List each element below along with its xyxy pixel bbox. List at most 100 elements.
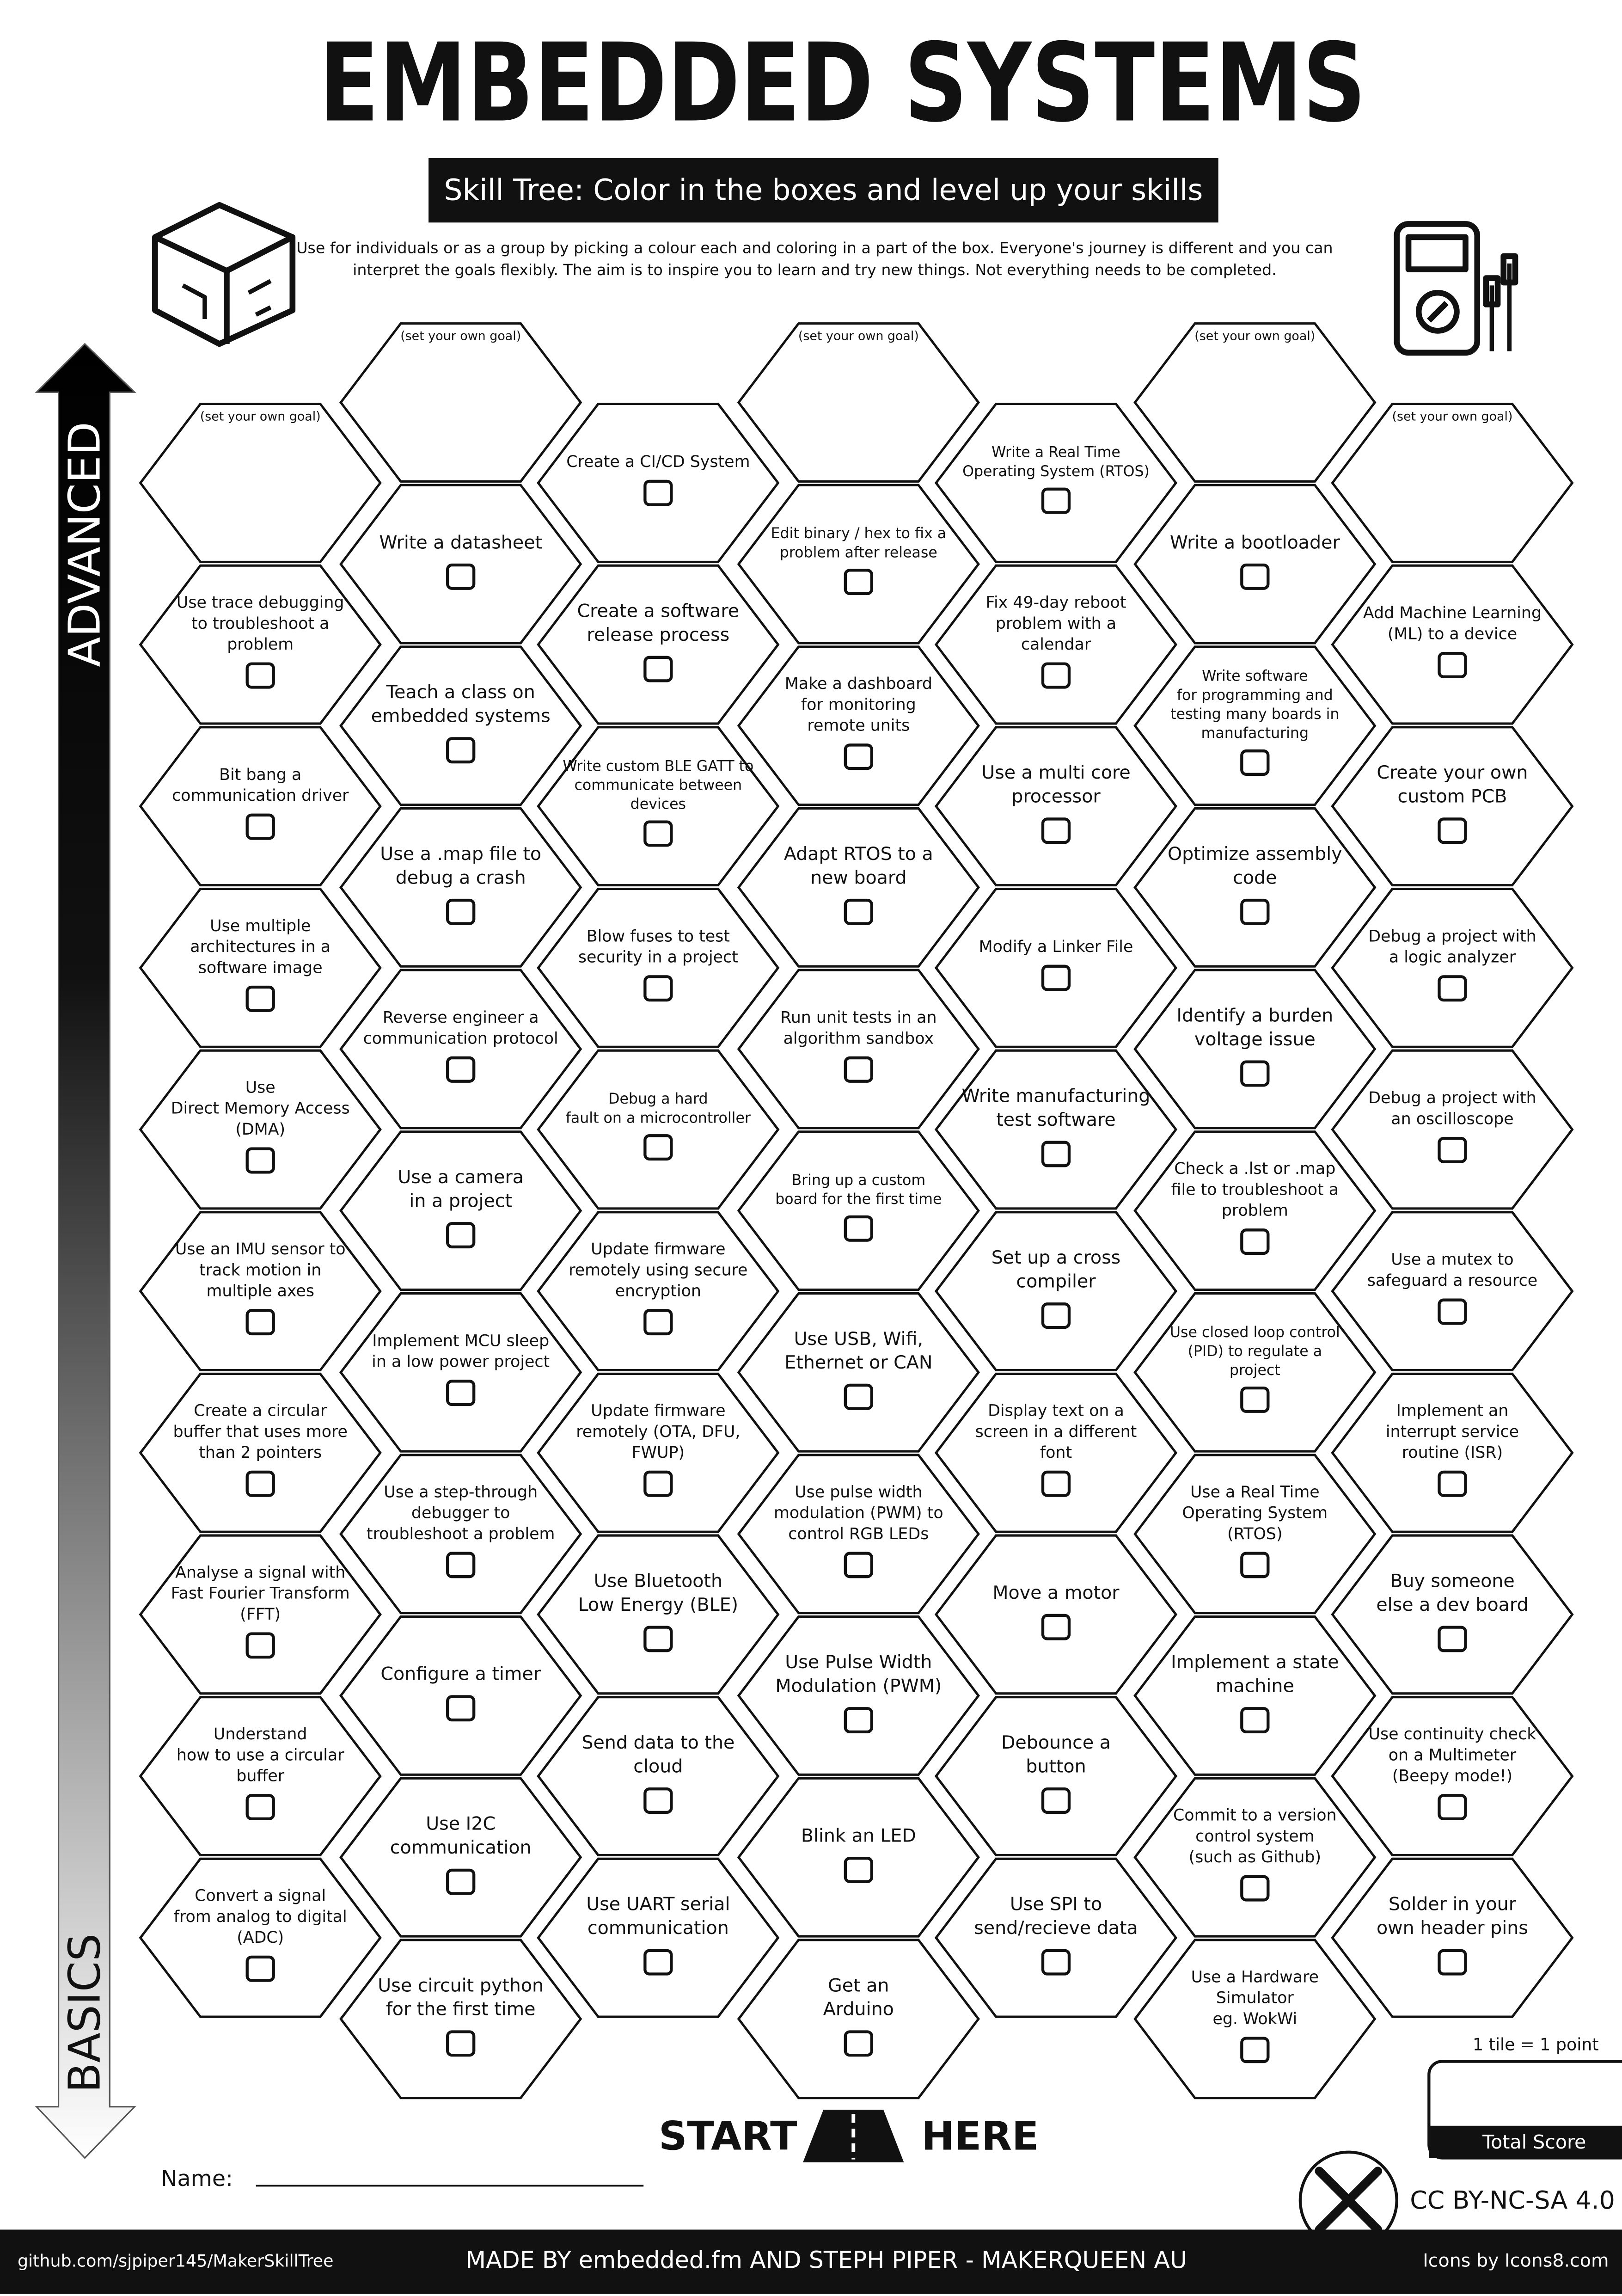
tile-text: (DMA) [235, 1120, 285, 1139]
tile-text: embedded systems [371, 706, 551, 727]
tile-text: troubleshoot a problem [367, 1525, 555, 1543]
tile-icon [446, 2030, 476, 2057]
skill-tile: Use Bluetooth Low Energy (BLE) [537, 1534, 780, 1695]
tile-hexagon [139, 1696, 382, 1856]
tile-goal-text: (set your own goal) [1392, 410, 1512, 424]
tile-text: (FFT) [240, 1605, 281, 1624]
tile-text: communication [390, 1837, 532, 1858]
tile-text: Implement an [1396, 1402, 1509, 1420]
tile-icon [643, 975, 673, 1002]
tile-icon [844, 898, 873, 925]
tile-text: compiler [1016, 1271, 1096, 1292]
tile-text: Send data to the [581, 1732, 734, 1753]
tile-text: how to use a circular [177, 1746, 344, 1764]
tile-text: in a low power project [372, 1353, 550, 1371]
tile-text: routine (ISR) [1402, 1443, 1503, 1462]
tile-text: remote units [807, 717, 910, 735]
tile-text: Use circuit python [378, 1975, 544, 1996]
basics-label: BASICS [60, 1934, 110, 2093]
tile-text: Debug a project with [1368, 927, 1536, 945]
tile-goal-text: (set your own goal) [798, 329, 919, 344]
tile-text: Analyse a signal with [175, 1563, 345, 1582]
tile-text: Use a mutex to [1391, 1251, 1513, 1269]
tile-hexagon [339, 1777, 582, 1938]
tile-hexagon [1133, 322, 1377, 483]
tile-text: eg. WokWi [1212, 2010, 1297, 2028]
skill-tile: Use a step-through debugger to troubleshoo… [339, 1454, 582, 1615]
skill-tile: Create a CI/CD System [537, 403, 780, 563]
tile-hexagon [1331, 1049, 1574, 1210]
tile-text: communicate between [575, 777, 742, 793]
tile-text: calendar [1021, 635, 1091, 654]
tile-text: send/recieve data [974, 1917, 1138, 1939]
tile-hexagon [537, 564, 780, 725]
skill-tile: (set your own goal) [139, 403, 382, 563]
tile-hexagon [1331, 888, 1574, 1048]
footer-bar [0, 2229, 1622, 2294]
tile-icon [245, 985, 275, 1012]
skill-tile: Debug a project with a logic analyzer [1331, 888, 1574, 1048]
tile-icon [643, 1787, 673, 1814]
tile-icon [844, 2030, 873, 2057]
skill-tile: Write custom BLE GATT to communicate betw… [537, 726, 780, 887]
tile-icon [1041, 1949, 1071, 1976]
tile-text: Create a CI/CD System [566, 453, 750, 471]
tile-text: (ADC) [237, 1928, 284, 1947]
tile-text: project [1230, 1362, 1280, 1379]
tile-text: Use Bluetooth [594, 1570, 722, 1591]
tile-icon [643, 820, 673, 847]
tile-icon [245, 1632, 275, 1659]
tile-hexagon [1133, 1615, 1377, 1776]
tile-text: (Beepy mode!) [1392, 1767, 1512, 1786]
tile-goal-text: (set your own goal) [1194, 329, 1315, 344]
tile-hexagon [737, 969, 980, 1130]
skill-tile: Reverse engineer a communication protocol [339, 969, 582, 1130]
skill-tile: Use a Real Time Operating System (RTOS) [1133, 1454, 1377, 1615]
tile-text: a logic analyzer [1389, 948, 1516, 967]
tile-hexagon [339, 1939, 582, 2100]
skill-tile: Debug a hard fault on a microcontroller [537, 1049, 780, 1210]
tile-text: from analog to digital [174, 1908, 347, 1926]
tile-text: Debounce a [1001, 1732, 1111, 1753]
advanced-label: ADVANCED [60, 422, 110, 667]
tile-hexagon [934, 1372, 1178, 1533]
tile-icon [446, 737, 476, 764]
score-note: 1 tile = 1 point [1473, 2034, 1599, 2054]
skill-tile: Identify a burden voltage issue [1133, 969, 1377, 1130]
tile-hexagon [934, 403, 1178, 563]
tile-hexagon [339, 1292, 582, 1453]
tile-hexagon [737, 1615, 980, 1776]
tile-text: interrupt service [1386, 1423, 1519, 1441]
tile-icon [245, 1147, 275, 1174]
tile-icon [1240, 1060, 1270, 1087]
tile-text: Implement MCU sleep [372, 1332, 549, 1350]
tile-icon [1240, 563, 1270, 590]
tile-text: than 2 pointers [199, 1443, 322, 1462]
tile-hexagon [1331, 1534, 1574, 1695]
intro-line: Use for individuals or as a group by pic… [296, 239, 1333, 257]
tile-hexagon [1133, 807, 1377, 968]
skill-tile: Implement MCU sleep in a low power projec… [339, 1292, 582, 1453]
tile-text: control system [1195, 1827, 1314, 1846]
tile-text: Use a Hardware [1191, 1968, 1319, 1986]
tile-icon [1041, 1302, 1071, 1329]
skill-tile: Make a dashboard for monitoring remote uni… [737, 645, 980, 806]
skill-tile: Use trace debugging to troubleshoot a prob… [139, 564, 382, 725]
tile-text: Blink an LED [801, 1825, 916, 1846]
tile-text: Update firmware [591, 1240, 725, 1259]
skill-tile: Run unit tests in an algorithm sandbox [737, 969, 980, 1130]
tile-icon [844, 1056, 873, 1083]
tile-text: machine [1216, 1675, 1294, 1696]
tile-text: Write manufacturing [962, 1086, 1151, 1107]
tile-text: Update firmware [591, 1402, 725, 1420]
tile-text: Write software [1202, 668, 1308, 685]
skill-tile: Set up a cross compiler [934, 1211, 1178, 1372]
tile-text: Adapt RTOS to a [784, 843, 933, 865]
skill-tile: Create your own custom PCB [1331, 726, 1574, 887]
here-label: HERE [921, 2114, 1039, 2160]
skill-tile: Write a Real Time Operating System (RTOS) [934, 403, 1178, 563]
tile-text: release process [587, 624, 729, 645]
